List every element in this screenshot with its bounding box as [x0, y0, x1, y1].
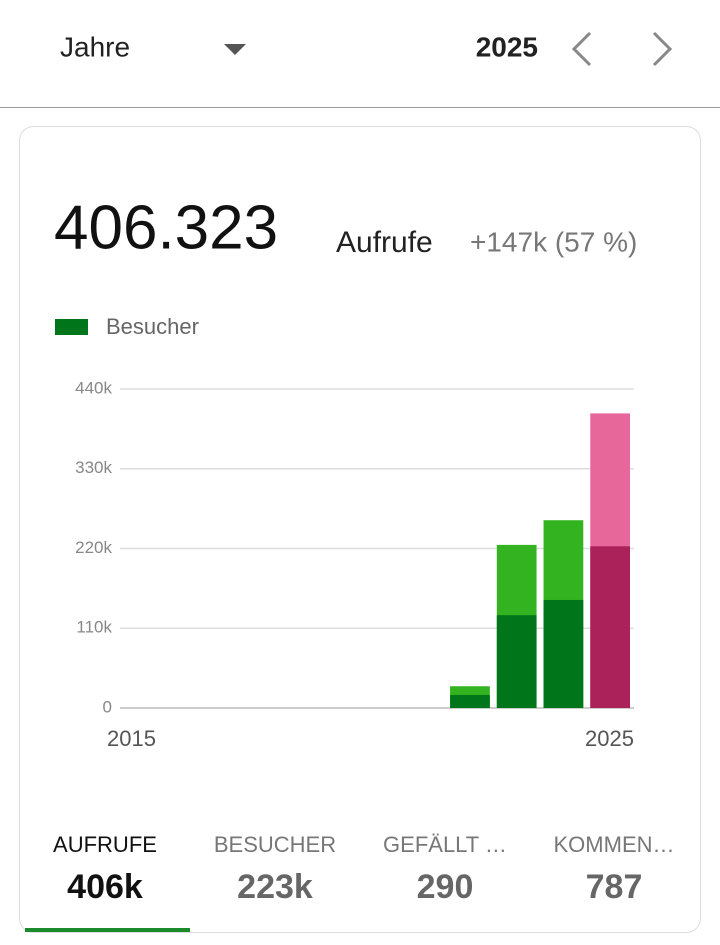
y-tick-label: 440k	[75, 378, 112, 397]
summary-value: 406.323	[54, 193, 278, 262]
period-select[interactable]: Jahre	[60, 31, 130, 62]
legend-swatch	[55, 319, 88, 335]
x-tick-label: 2025	[585, 726, 634, 751]
active-tab-indicator	[25, 928, 190, 932]
bar	[450, 694, 490, 708]
next-button[interactable]	[652, 31, 673, 67]
tabs: AUFRUFE 406k BESUCHER 223k GEFÄLLT … 290 KOMME…	[53, 832, 674, 906]
tab-label[interactable]: KOMMEN…	[554, 832, 675, 857]
legend-label: Besucher	[106, 314, 199, 339]
tab-value[interactable]: 787	[586, 868, 643, 906]
summary-label: Aufrufe	[336, 226, 433, 259]
x-tick-label: 2015	[107, 726, 156, 751]
bar	[590, 546, 630, 708]
tab-label[interactable]: BESUCHER	[214, 832, 336, 857]
card	[19, 126, 701, 933]
y-tick-label: 220k	[75, 538, 112, 557]
bar	[496, 615, 537, 708]
prev-button[interactable]	[571, 31, 592, 67]
y-tick-label: 0	[103, 697, 112, 716]
summary-change: +147k (57 %)	[470, 226, 637, 257]
tab-value[interactable]: 406k	[67, 868, 143, 906]
tab-value[interactable]: 223k	[237, 868, 313, 906]
y-tick-label: 330k	[75, 458, 112, 477]
year: 2025	[476, 31, 538, 62]
tab-label[interactable]: GEFÄLLT …	[383, 832, 507, 857]
chart: 0 110k 220k 330k 440k Besucher 2015 2025	[55, 314, 634, 751]
y-tick-label: 110k	[76, 618, 112, 637]
tab-label[interactable]: AUFRUFE	[53, 832, 157, 857]
tab-value[interactable]: 290	[417, 868, 474, 906]
dropdown-arrow[interactable]	[224, 44, 246, 55]
bar	[543, 599, 584, 708]
